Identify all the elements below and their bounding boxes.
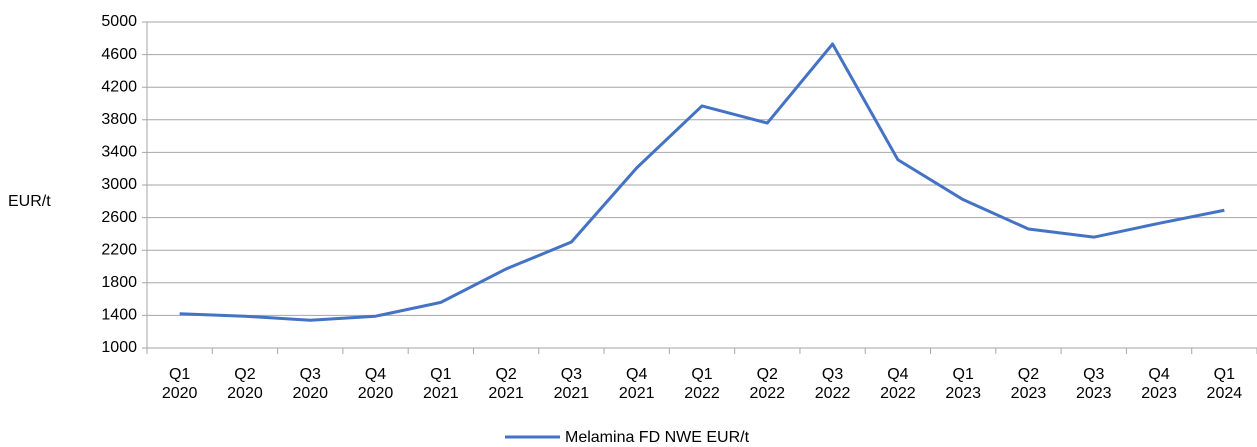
x-tick-label: Q2 2020 <box>227 366 263 402</box>
x-tick-label: Q3 2020 <box>292 366 328 402</box>
y-tick-label: 1800 <box>101 274 137 291</box>
y-tick-label: 5000 <box>101 13 137 30</box>
x-tick-label-line: 2022 <box>880 385 916 402</box>
x-tick-label-line: 2023 <box>945 385 981 402</box>
x-tick-label-line: Q1 <box>953 366 974 383</box>
x-tick-label-line: Q4 <box>365 366 386 383</box>
x-tick-label-line: Q3 <box>561 366 582 383</box>
x-tick-label-line: 2020 <box>227 385 263 402</box>
x-tick-label: Q1 2023 <box>945 366 981 402</box>
x-tick-label-line: 2021 <box>423 385 459 402</box>
y-tick-label: 1400 <box>101 307 137 324</box>
y-tick-label: 3400 <box>101 144 137 161</box>
y-tick-label: 4200 <box>101 78 137 95</box>
x-tick-label-line: Q4 <box>1148 366 1169 383</box>
x-tick-label-line: 2024 <box>1207 385 1243 402</box>
x-tick-label-line: Q3 <box>1083 366 1104 383</box>
x-tick-label: Q1 2024 <box>1207 366 1243 402</box>
x-tick-label-line: Q3 <box>822 366 843 383</box>
y-tick-label: 4600 <box>101 46 137 63</box>
x-tick-label: Q2 2023 <box>1011 366 1047 402</box>
y-tick-label: 3800 <box>101 111 137 128</box>
x-tick-label: Q4 2021 <box>619 366 655 402</box>
x-tick-label-line: Q1 <box>430 366 451 383</box>
y-tick-label: 2200 <box>101 241 137 258</box>
x-tick-label-line: Q2 <box>1018 366 1039 383</box>
x-tick-label-line: 2021 <box>554 385 590 402</box>
x-tick-label: Q4 2023 <box>1141 366 1177 402</box>
x-tick-label-line: Q3 <box>300 366 321 383</box>
x-tick-label: Q4 2022 <box>880 366 916 402</box>
x-tick-label-line: Q1 <box>691 366 712 383</box>
x-tick-label-line: 2020 <box>292 385 328 402</box>
y-tick-label: 3000 <box>101 176 137 193</box>
x-tick-label-line: 2022 <box>749 385 785 402</box>
y-tick-label: 2600 <box>101 209 137 226</box>
x-tick-label-line: Q1 <box>1214 366 1235 383</box>
x-tick-label-line: 2021 <box>488 385 524 402</box>
x-tick-label-line: 2020 <box>358 385 394 402</box>
x-tick-label: Q4 2020 <box>358 366 394 402</box>
x-tick-label-line: Q2 <box>495 366 516 383</box>
x-tick-label-line: 2020 <box>162 385 198 402</box>
x-tick-label: Q3 2023 <box>1076 366 1112 402</box>
x-tick-label: Q1 2022 <box>684 366 720 402</box>
x-tick-label: Q2 2021 <box>488 366 524 402</box>
y-tick-label: 1000 <box>101 339 137 356</box>
x-tick-label: Q1 2020 <box>162 366 198 402</box>
x-tick-label-line: Q2 <box>234 366 255 383</box>
x-tick-label-line: 2022 <box>684 385 720 402</box>
x-tick-label: Q2 2022 <box>749 366 785 402</box>
x-tick-label-line: Q1 <box>169 366 190 383</box>
x-tick-label-line: Q4 <box>626 366 647 383</box>
x-tick-label-line: 2023 <box>1141 385 1177 402</box>
x-tick-label-line: 2023 <box>1076 385 1112 402</box>
series-line <box>179 42 1225 322</box>
x-tick-label: Q3 2021 <box>554 366 590 402</box>
legend-label: Melamina FD NWE EUR/t <box>565 429 750 446</box>
y-axis-label: EUR/t <box>8 193 51 210</box>
x-tick-label-line: 2021 <box>619 385 655 402</box>
x-tick-label: Q3 2022 <box>815 366 851 402</box>
x-tick-label-line: Q4 <box>887 366 908 383</box>
x-tick-label-line: 2023 <box>1011 385 1047 402</box>
x-tick-label-line: 2022 <box>815 385 851 402</box>
x-tick-label-line: Q2 <box>757 366 778 383</box>
x-tick-label: Q1 2021 <box>423 366 459 402</box>
